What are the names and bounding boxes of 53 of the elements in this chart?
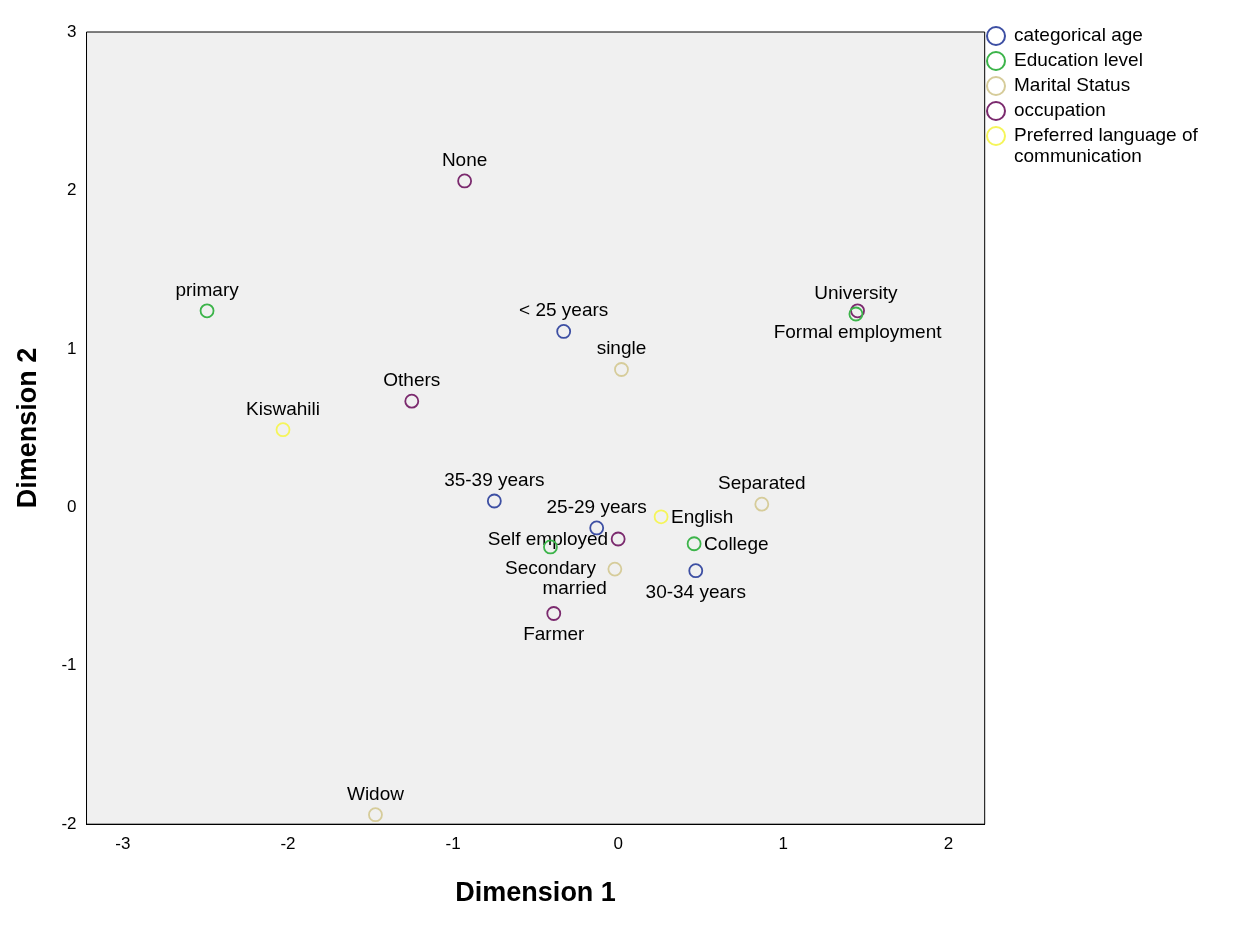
point — [653, 509, 669, 525]
x-axis-title: Dimension 1 — [455, 877, 616, 908]
y-tick-label: 0 — [67, 497, 77, 517]
annotation: Others — [383, 369, 441, 391]
x-tick-label: 2 — [943, 834, 954, 854]
annotation: Widow — [346, 782, 405, 804]
legend-label: occupation — [1014, 99, 1106, 120]
point — [546, 606, 562, 621]
legend-label: Marital Status — [1014, 74, 1131, 95]
annotation: Formal employment — [773, 320, 943, 342]
annotation: None — [441, 148, 488, 170]
annotation: College — [704, 532, 769, 554]
annotation: married — [542, 577, 607, 599]
annotation: Kiswahili — [246, 397, 320, 419]
point — [607, 561, 623, 577]
annotation: 35-39 years — [444, 468, 545, 490]
point — [610, 531, 626, 547]
x-tick-label: -3 — [115, 834, 131, 854]
annotation: Separated — [717, 472, 806, 494]
point — [199, 303, 215, 319]
legend-label: categorical age — [1014, 24, 1143, 45]
point — [556, 324, 572, 339]
annotation: Farmer — [523, 623, 586, 645]
y-tick-label: 2 — [67, 180, 77, 200]
annotation: Self employed — [487, 528, 609, 550]
x-tick-label: -1 — [445, 834, 461, 854]
annotation: 25-29 years — [546, 495, 647, 517]
legend-label: Education level — [1014, 49, 1143, 70]
annotation: primary — [175, 278, 240, 300]
x-tick-label: -2 — [280, 834, 296, 854]
point — [688, 563, 704, 579]
annotation: Secondary — [505, 556, 597, 578]
point — [686, 536, 702, 552]
annotation: University — [814, 282, 899, 304]
point — [486, 493, 502, 509]
point — [614, 362, 629, 377]
y-axis-title: Dimension 2 — [11, 347, 42, 509]
point — [457, 173, 473, 189]
x-tick-label: 0 — [613, 834, 623, 854]
y-tick-label: 1 — [67, 338, 77, 358]
x-tick-label: 1 — [778, 834, 788, 854]
legend-label: Preferred language of communication — [1014, 124, 1199, 166]
point — [275, 422, 291, 438]
annotation: English — [671, 505, 734, 527]
y-tick-label: -2 — [61, 813, 77, 833]
annotation: < 25 years — [519, 299, 609, 321]
annotation: 30-34 years — [645, 580, 746, 602]
annotation: single — [596, 337, 647, 359]
point — [368, 807, 383, 823]
y-tick-label: -1 — [61, 655, 77, 675]
point — [754, 496, 770, 512]
point — [404, 393, 420, 409]
y-tick-label: 3 — [67, 21, 77, 41]
